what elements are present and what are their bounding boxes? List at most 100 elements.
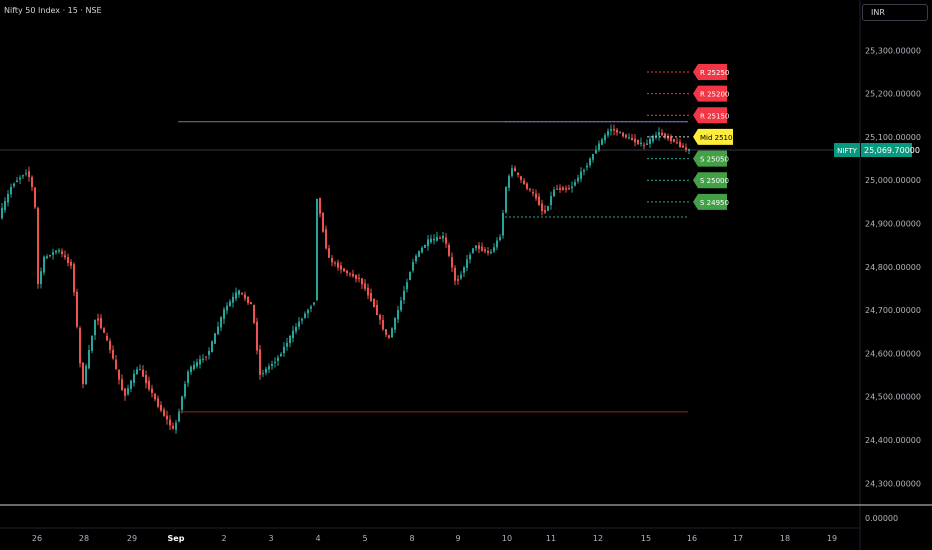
level-badge-support xyxy=(693,150,727,167)
candle-body xyxy=(679,141,681,148)
candle-body xyxy=(331,258,333,263)
candle-body xyxy=(301,318,303,321)
x-tick-label: 19 xyxy=(827,534,837,543)
candle-body xyxy=(73,264,75,293)
candle-body xyxy=(559,187,561,190)
candle-body xyxy=(343,268,345,272)
candle-body xyxy=(142,369,144,377)
candle-body xyxy=(400,300,402,311)
candle-body xyxy=(307,309,309,314)
candle-body xyxy=(328,248,330,258)
candle-body xyxy=(466,259,468,268)
level-label: R 25150 xyxy=(700,112,729,120)
candle-body xyxy=(673,139,675,142)
candle-body xyxy=(634,138,636,143)
candle-body xyxy=(535,193,537,199)
candle-body xyxy=(136,369,138,375)
candle-body xyxy=(532,191,534,194)
candle-body xyxy=(682,145,684,148)
candle-body xyxy=(253,304,255,323)
candle-body xyxy=(52,252,54,255)
candle-body xyxy=(655,135,657,137)
level-label: S 24950 xyxy=(700,199,729,207)
candle-body xyxy=(361,278,363,285)
candle-body xyxy=(406,282,408,290)
candle-body xyxy=(601,139,603,145)
volume-axis-label: 0.00000 xyxy=(865,514,898,523)
candle-body xyxy=(43,256,45,273)
symbol-title: Nifty 50 Index · 15 · NSE xyxy=(4,6,102,15)
candle-body xyxy=(355,274,357,279)
candle-body xyxy=(85,365,87,385)
candle-body xyxy=(628,137,630,139)
candle-body xyxy=(235,292,237,299)
candle-body xyxy=(265,368,267,373)
last-price-badge xyxy=(861,143,912,158)
candle-body xyxy=(145,375,147,384)
candle-body xyxy=(280,354,282,357)
candle-body xyxy=(625,134,627,138)
candles-layer xyxy=(1,124,690,434)
candle-body xyxy=(403,290,405,301)
candle-body xyxy=(376,304,378,316)
candle-body xyxy=(91,335,93,351)
x-tick-label: Sep xyxy=(168,534,185,543)
candle-body xyxy=(238,290,240,295)
candle-body xyxy=(688,149,690,151)
x-tick-label: 15 xyxy=(641,534,651,543)
y-tick-label: 24,300.00000 xyxy=(865,479,921,488)
candle-body xyxy=(604,135,606,141)
candle-body xyxy=(181,396,183,410)
candle-body xyxy=(64,255,66,258)
candle-body xyxy=(502,213,504,236)
candle-body xyxy=(511,168,513,176)
candle-body xyxy=(349,273,351,275)
candle-body xyxy=(16,180,18,183)
candle-body xyxy=(199,359,201,365)
candle-body xyxy=(316,198,318,301)
level-badge-support xyxy=(693,172,727,189)
candle-body xyxy=(97,318,99,321)
y-tick-label: 24,400.00000 xyxy=(865,436,921,445)
candle-body xyxy=(67,257,69,263)
candle-body xyxy=(88,349,90,369)
candle-body xyxy=(247,296,249,303)
candle-body xyxy=(622,132,624,137)
candle-body xyxy=(289,336,291,344)
candle-body xyxy=(454,267,456,281)
candle-body xyxy=(424,244,426,248)
candle-body xyxy=(337,262,339,268)
currency-select[interactable]: INR xyxy=(862,4,928,21)
candle-body xyxy=(463,267,465,273)
candle-body xyxy=(514,167,516,172)
y-tick-label: 24,500.00000 xyxy=(865,393,921,402)
candle-body xyxy=(154,394,156,400)
candle-body xyxy=(178,411,180,422)
x-tick-label: 18 xyxy=(780,534,790,543)
level-label: R 25200 xyxy=(700,91,729,99)
candle-body xyxy=(571,186,573,189)
candle-body xyxy=(244,294,246,299)
y-tick-label: 25,300.00000 xyxy=(865,46,921,55)
candle-body xyxy=(364,283,366,289)
candle-body xyxy=(676,142,678,144)
candle-body xyxy=(172,425,174,429)
candle-body xyxy=(292,330,294,339)
candle-body xyxy=(613,128,615,131)
candle-body xyxy=(31,177,33,187)
candle-body xyxy=(610,129,612,131)
level-badge-resistance xyxy=(693,63,727,80)
candle-body xyxy=(271,364,273,366)
candle-body xyxy=(214,333,216,344)
candle-body xyxy=(322,212,324,232)
candle-body xyxy=(226,305,228,311)
candle-body xyxy=(163,409,165,416)
y-tick-label: 25,000.00000 xyxy=(865,176,921,185)
candle-body xyxy=(589,158,591,166)
candle-body xyxy=(268,366,270,370)
candle-body xyxy=(130,380,132,389)
candle-body xyxy=(256,321,258,351)
candle-body xyxy=(133,373,135,383)
